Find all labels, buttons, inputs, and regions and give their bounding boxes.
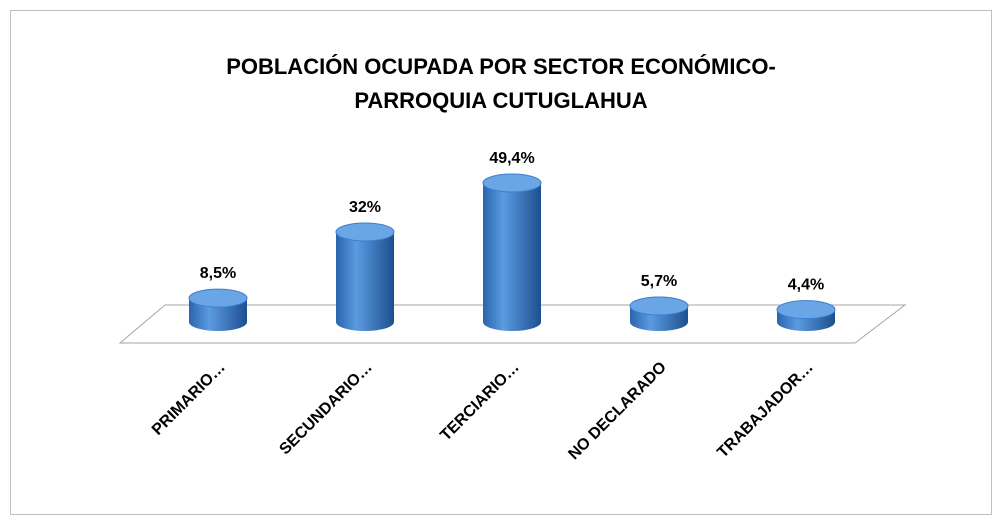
bar	[336, 231, 394, 331]
data-label: 49,4%	[489, 150, 534, 167]
bar-top	[776, 300, 836, 320]
chart-title: POBLACIÓN OCUPADA POR SECTOR ECONÓMICO- …	[226, 54, 776, 113]
bar-top	[188, 288, 248, 308]
bar	[483, 183, 541, 331]
data-label: 32%	[349, 199, 381, 216]
bar-top	[482, 173, 542, 193]
data-label: 5,7%	[641, 273, 677, 290]
data-label: 4,4%	[788, 277, 824, 294]
data-label: 8,5%	[200, 265, 236, 282]
bar-top	[629, 296, 689, 316]
bar-top	[335, 222, 395, 242]
